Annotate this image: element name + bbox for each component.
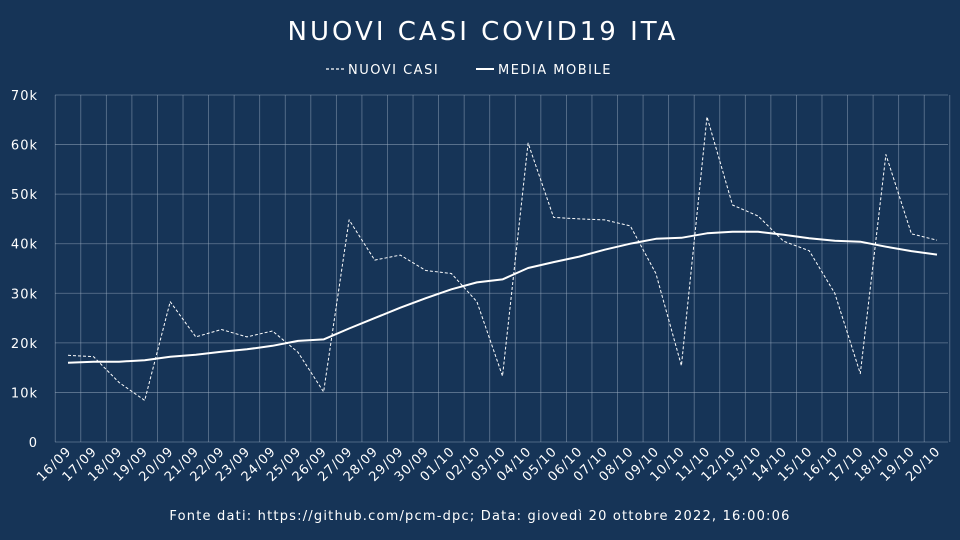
series	[67, 116, 938, 401]
footer-source: Fonte dati: https://github.com/pcm-dpc; …	[169, 509, 790, 524]
legend: NUOVI CASI MEDIA MOBILE	[326, 63, 612, 78]
y-tick-label: 0	[29, 436, 38, 451]
y-axis-ticks: 0 10k 20k 30k 40k 50k 60k 70k	[11, 89, 38, 451]
y-tick-label: 10k	[11, 386, 38, 401]
y-tick-label: 70k	[11, 89, 38, 104]
chart-title: NUOVI CASI COVID19 ITA	[288, 17, 679, 47]
y-tick-label: 30k	[11, 287, 38, 302]
y-tick-label: 60k	[11, 139, 38, 154]
y-tick-label: 50k	[11, 188, 38, 203]
grid	[54, 94, 951, 443]
y-tick-label: 40k	[11, 238, 38, 253]
legend-label-media-mobile: MEDIA MOBILE	[498, 63, 612, 78]
y-tick-label: 20k	[11, 337, 38, 352]
series-line-media-mobile	[67, 230, 938, 364]
legend-label-nuovi-casi: NUOVI CASI	[348, 63, 439, 78]
series-line-nuovi-casi	[67, 116, 938, 401]
x-axis-ticks: 16/0917/0918/0919/0920/0921/0922/0923/09…	[34, 444, 944, 485]
